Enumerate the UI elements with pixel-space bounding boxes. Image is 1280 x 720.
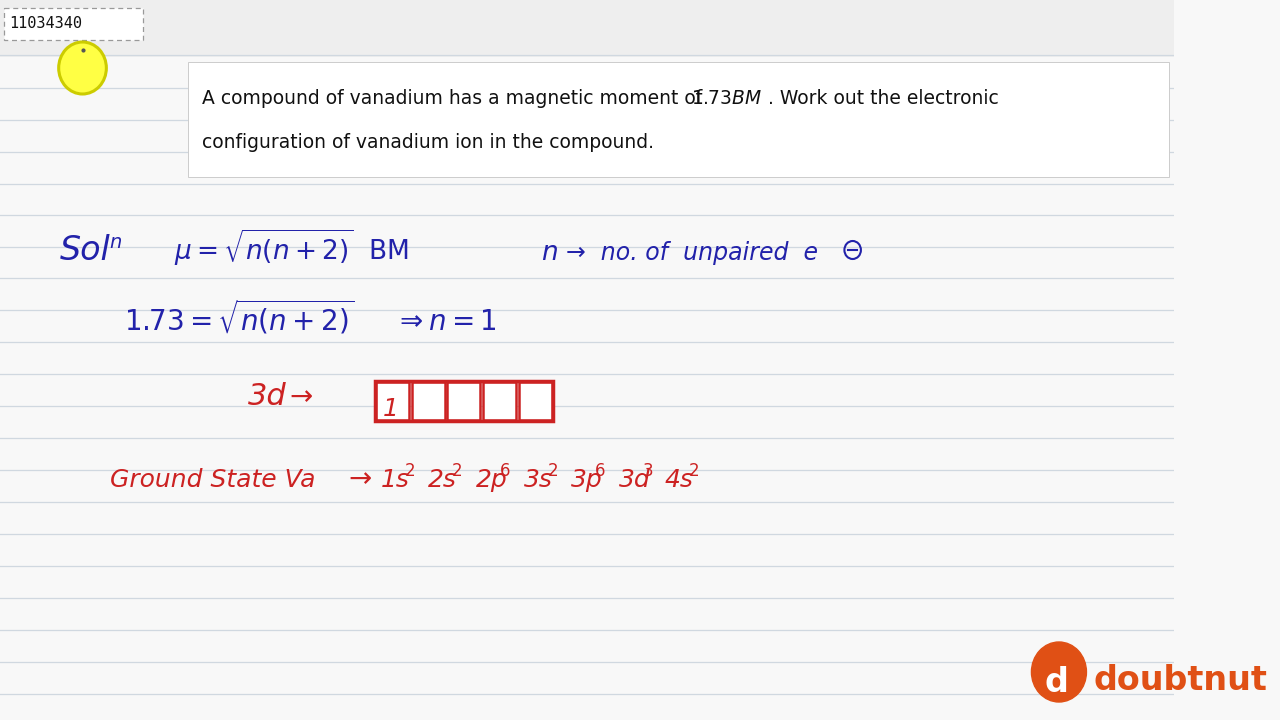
Text: →: →: [289, 383, 314, 411]
Bar: [188, 62, 1169, 177]
Bar: [518, 382, 552, 420]
Text: 4s: 4s: [664, 468, 694, 492]
Text: configuration of vanadium ion in the compound.: configuration of vanadium ion in the com…: [202, 133, 654, 152]
Text: doubtnut: doubtnut: [1094, 664, 1267, 696]
Text: n: n: [109, 233, 122, 252]
Bar: [376, 382, 408, 420]
Text: 11034340: 11034340: [9, 16, 82, 31]
Text: 2: 2: [689, 462, 699, 480]
Text: $\mathit{\mu} = \sqrt{n(n+2)}$  BM: $\mathit{\mu} = \sqrt{n(n+2)}$ BM: [174, 228, 408, 268]
Text: . Work out the electronic: . Work out the electronic: [768, 89, 1000, 108]
Text: 6: 6: [595, 462, 605, 480]
Text: →: →: [348, 465, 371, 493]
Text: $n$: $n$: [541, 240, 558, 266]
Text: 3d: 3d: [618, 468, 650, 492]
Text: 1s: 1s: [380, 468, 410, 492]
Text: 2: 2: [404, 462, 415, 480]
Text: 3p: 3p: [571, 468, 603, 492]
Text: 2s: 2s: [429, 468, 457, 492]
Bar: [448, 382, 480, 420]
Text: Sol: Sol: [60, 234, 110, 267]
Bar: [4, 8, 143, 40]
Text: $1.73 = \sqrt{n(n+2)}$: $1.73 = \sqrt{n(n+2)}$: [124, 297, 355, 336]
Text: 3: 3: [643, 462, 653, 480]
Text: 6: 6: [499, 462, 511, 480]
Text: 2: 2: [548, 462, 558, 480]
Text: 2: 2: [452, 462, 462, 480]
Bar: [0, 0, 1174, 57]
Bar: [483, 382, 516, 420]
Text: 1: 1: [383, 397, 398, 421]
Circle shape: [59, 42, 106, 94]
Text: A compound of vanadium has a magnetic moment of: A compound of vanadium has a magnetic mo…: [202, 89, 708, 108]
Text: Ground State Va: Ground State Va: [110, 468, 316, 492]
Text: 2p: 2p: [476, 468, 508, 492]
Text: $\Rightarrow n = 1$: $\Rightarrow n = 1$: [394, 308, 497, 336]
Bar: [412, 382, 444, 420]
Text: 3d: 3d: [247, 382, 287, 411]
Text: d: d: [1044, 665, 1068, 698]
Text: →  no. of  unpaired  e: → no. of unpaired e: [566, 241, 818, 265]
Bar: [375, 381, 553, 421]
Circle shape: [1032, 642, 1087, 702]
Text: 3s: 3s: [524, 468, 553, 492]
Text: $\mathbf{\mathit{1.73BM}}$: $\mathbf{\mathit{1.73BM}}$: [691, 89, 762, 108]
